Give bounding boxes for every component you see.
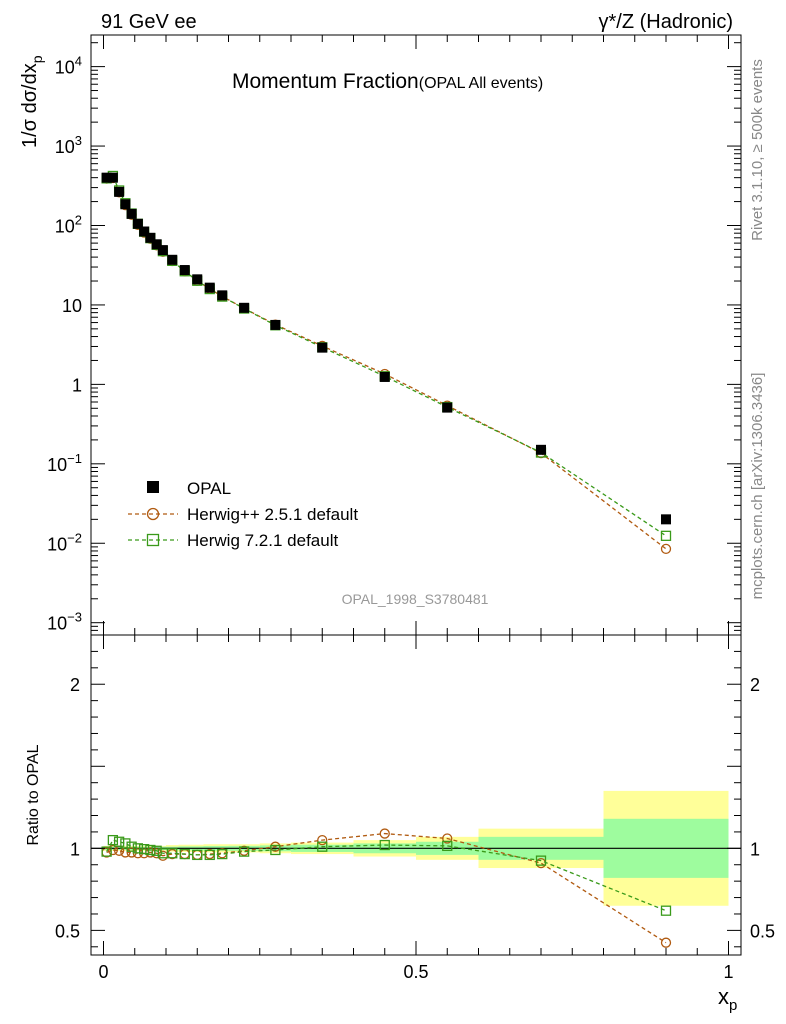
legend-marker-opal (147, 481, 159, 493)
legend-marker-herwig7 (146, 533, 160, 547)
data-point-opal (167, 254, 178, 265)
data-point-opal (317, 342, 328, 353)
data-point-opal (204, 282, 215, 293)
x-tick-label: 0 (98, 962, 108, 982)
ratio-point-herwig7 (101, 846, 112, 857)
data-point-opal (120, 199, 131, 210)
data-point-opal (107, 172, 118, 183)
data-point-opal (270, 319, 281, 330)
ratio-tick-label-right: 2 (750, 675, 760, 695)
ratio-point-herwig7 (179, 848, 190, 860)
ratio-point-herwig7 (535, 855, 547, 866)
ratio-point-herwigpp (379, 828, 390, 839)
ratio-point-herwig7 (107, 834, 119, 846)
main-plot-area (101, 170, 672, 555)
ratio-point-herwigpp (442, 833, 453, 844)
legend: OPAL Herwig++ 2.5.1 default Herwig 7.2.1… (128, 479, 358, 550)
series-point-herwig7 (660, 530, 672, 541)
ratio-plot-area (91, 790, 741, 948)
ratio-point-herwig7 (442, 840, 453, 852)
data-point-opal (132, 218, 143, 229)
series-line-herwigpp (106, 177, 667, 550)
x-tick-label: 0.5 (403, 962, 428, 982)
data-point-opal (661, 514, 671, 525)
y-tick-label: 10 (62, 296, 82, 316)
data-point-opal (239, 302, 250, 313)
analysis-watermark: OPAL_1998_S3780481 (342, 591, 489, 607)
ratio-point-herwig7 (660, 905, 672, 916)
series-point-herwigpp (660, 543, 672, 555)
data-point-opal (379, 371, 390, 382)
y-tick-label: 10−3 (47, 610, 82, 634)
ratio-axis-label: Ratio to OPAL (25, 744, 42, 845)
chart-title: Momentum Fraction(OPAL All events) (232, 70, 543, 93)
y-tick-label: 102 (55, 212, 82, 236)
ratio-tick-label-right: 1 (750, 839, 760, 859)
ratio-point-herwig7 (138, 844, 150, 855)
ratio-point-herwig7 (379, 839, 390, 851)
header-right: γ*/Z (Hadronic) (599, 11, 733, 33)
ratio-point-herwig7 (145, 844, 156, 856)
y-tick-label: 10−2 (47, 530, 82, 554)
ratio-point-herwig7 (217, 848, 228, 860)
data-point-opal (192, 274, 203, 285)
y-axis-label: 1/σ dσ/dxp (19, 55, 45, 148)
axes: 0 0.5 1 10−3 10−2 10−1 1 10 102 103 104 0.5 0.5 1 1 2 2 (47, 35, 775, 982)
ratio-point-herwig7 (167, 848, 178, 859)
data-point-opal (442, 402, 453, 413)
data-point-opal (114, 186, 125, 197)
ratio-point-herwig7 (126, 841, 137, 852)
ratio-tick-label-left: 2 (70, 675, 80, 695)
ratio-tick-label-left: 1 (70, 839, 80, 859)
ratio-point-herwig7 (204, 849, 215, 861)
header-left: 91 GeV ee (101, 11, 197, 33)
data-point-opal (536, 444, 546, 455)
data-point-opal (101, 172, 112, 183)
ratio-point-herwigpp (660, 937, 672, 948)
y-tick-label: 104 (55, 54, 82, 78)
rivet-label: Rivet 3.1.10, ≥ 500k events (749, 59, 766, 241)
ratio-point-herwigpp (107, 844, 119, 856)
y-tick-label: 10−1 (47, 451, 82, 475)
legend-label-opal: OPAL (187, 479, 231, 498)
ratio-point-herwig7 (113, 836, 125, 847)
ratio-point-herwig7 (132, 843, 144, 854)
legend-marker-herwigpp (146, 507, 160, 521)
ratio-point-herwig7 (192, 849, 203, 861)
x-axis-label: xp (718, 984, 737, 1014)
mcplots-label: mcplots.cern.ch [arXiv:1306.3436] (749, 373, 766, 600)
ratio-line-herwig7 (106, 839, 667, 912)
data-point-opal (179, 265, 190, 276)
ratio-tick-label-right: 0.5 (750, 921, 775, 941)
legend-label-herwig7: Herwig 7.2.1 default (187, 531, 338, 550)
ratio-point-herwig7 (120, 838, 131, 849)
ratio-point-herwig7 (270, 844, 281, 856)
data-point-opal (151, 239, 162, 250)
ratio-point-herwig7 (317, 841, 328, 852)
ratio-tick-label-left: 0.5 (55, 921, 80, 941)
data-point-opal (145, 232, 156, 243)
x-tick-label: 1 (723, 962, 733, 982)
ratio-point-herwigpp (317, 834, 328, 846)
data-point-opal (217, 290, 228, 301)
data-point-opal (157, 245, 168, 256)
y-tick-label: 103 (55, 133, 82, 157)
y-tick-label: 1 (72, 375, 82, 395)
data-point-opal (139, 226, 150, 237)
data-point-opal (126, 208, 137, 219)
ratio-point-herwig7 (151, 845, 162, 856)
ratio-point-herwig7 (238, 846, 250, 857)
legend-label-herwigpp: Herwig++ 2.5.1 default (187, 505, 358, 524)
